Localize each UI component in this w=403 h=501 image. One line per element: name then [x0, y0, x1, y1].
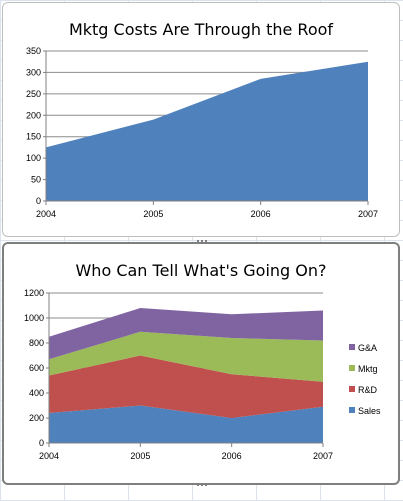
chart-title: Who Can Tell What's Going On?: [75, 261, 326, 280]
y-tick-label: 50: [31, 175, 41, 185]
axes: [46, 292, 324, 447]
y-tick-label: 400: [29, 388, 44, 398]
x-tick-label: 2004: [39, 451, 59, 461]
legend-label: G&A: [358, 343, 377, 353]
legend: G&A Mktg R&D Sales: [349, 343, 381, 416]
y-tick-label: 1200: [24, 288, 44, 298]
legend-label: Sales: [358, 406, 381, 416]
plot-area: [46, 61, 368, 201]
y-tick-label: 0: [39, 438, 44, 448]
sales-area: [49, 405, 323, 443]
y-axis-ticks: 0 50 100 150 200 250 300 350: [26, 46, 41, 206]
chart-who-can-tell-svg: Who Can Tell What's Going On? 0 200 400 600…: [24, 261, 381, 461]
axes: [43, 50, 369, 205]
plot-area: [49, 308, 323, 443]
x-tick-label: 2004: [36, 209, 56, 219]
legend-swatch: [349, 407, 355, 413]
resize-handle[interactable]: [196, 239, 208, 243]
x-tick-label: 2007: [358, 209, 378, 219]
y-tick-label: 350: [26, 46, 41, 56]
chart-who-can-tell[interactable]: Who Can Tell What's Going On? 0 200 400 600…: [2, 242, 400, 485]
x-tick-label: 2005: [130, 451, 150, 461]
legend-swatch: [349, 365, 355, 371]
resize-handle[interactable]: [196, 483, 208, 487]
series-area: [46, 61, 368, 201]
y-tick-label: 0: [36, 196, 41, 206]
y-tick-label: 200: [26, 110, 41, 120]
legend-swatch: [349, 386, 355, 392]
y-tick-label: 1000: [24, 313, 44, 323]
x-axis-ticks: 2004 2005 2006 2007: [36, 209, 378, 219]
mktg-area: [49, 331, 323, 382]
x-tick-label: 2006: [251, 209, 271, 219]
x-tick-label: 2007: [313, 451, 333, 461]
x-axis-ticks: 2004 2005 2006 2007: [39, 451, 333, 461]
chart-title: Mktg Costs Are Through the Roof: [69, 20, 333, 39]
x-tick-label: 2005: [143, 209, 163, 219]
x-tick-label: 2006: [222, 451, 242, 461]
y-tick-label: 200: [29, 413, 44, 423]
y-tick-label: 150: [26, 132, 41, 142]
legend-label: R&D: [358, 385, 378, 395]
chart-mktg-costs-svg: Mktg Costs Are Through the Roof 0 50 100 15…: [26, 20, 378, 219]
g-a-area: [49, 308, 323, 360]
y-tick-label: 800: [29, 338, 44, 348]
y-axis-ticks: 0 200 400 600 800 1000 1200: [24, 288, 44, 448]
legend-swatch: [349, 344, 355, 350]
y-tick-label: 600: [29, 363, 44, 373]
y-tick-label: 250: [26, 89, 41, 99]
chart-mktg-costs[interactable]: Mktg Costs Are Through the Roof 0 50 100 15…: [2, 2, 400, 237]
y-tick-label: 300: [26, 67, 41, 77]
legend-label: Mktg: [358, 364, 378, 374]
r-d-area: [49, 355, 323, 418]
y-tick-label: 100: [26, 153, 41, 163]
